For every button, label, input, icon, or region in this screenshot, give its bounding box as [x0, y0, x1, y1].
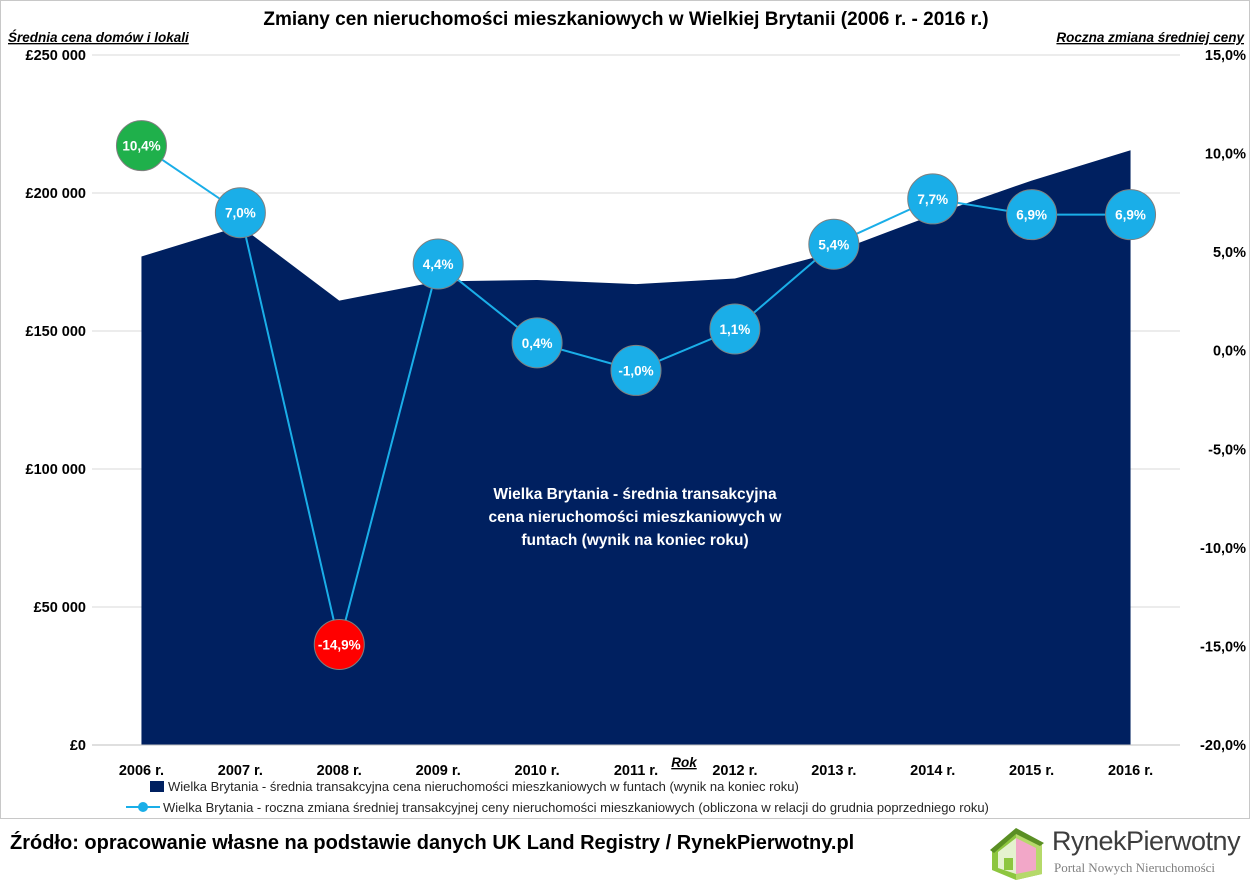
data-label: -1,0% — [618, 363, 653, 378]
data-label: -14,9% — [318, 637, 361, 652]
chart-title: Zmiany cen nieruchomości mieszkaniowych … — [263, 9, 988, 30]
x-tick-label: 2006 r. — [119, 763, 164, 779]
right-tick-label: -10,0% — [1200, 541, 1246, 557]
data-label: 10,4% — [122, 139, 160, 154]
chart-frame — [0, 0, 1250, 819]
area-annotation-line: cena nieruchomości mieszkaniowych w — [489, 509, 783, 526]
x-axis-title: Rok — [671, 755, 698, 770]
data-label: 6,9% — [1115, 208, 1146, 223]
logo: RynekPierwotny Portal Nowych Nieruchomoś… — [986, 824, 1248, 880]
x-tick-label: 2007 r. — [218, 763, 263, 779]
left-tick-label: £200 000 — [26, 186, 86, 202]
x-tick-label: 2011 r. — [614, 763, 658, 779]
line-point — [313, 618, 365, 670]
area-annotation-line: funtach (wynik na koniec roku) — [521, 532, 748, 549]
x-tick-label: 2016 r. — [1108, 763, 1153, 779]
line-point — [511, 317, 563, 369]
logo-name: RynekPierwotny — [1052, 826, 1241, 856]
right-tick-label: 0,0% — [1213, 344, 1246, 360]
left-tick-label: £100 000 — [26, 462, 86, 478]
line-point — [115, 120, 167, 172]
legend-swatch-area — [150, 781, 164, 792]
data-label: 1,1% — [720, 322, 751, 337]
x-tick-label: 2009 r. — [416, 763, 461, 779]
left-tick-label: £0 — [70, 738, 86, 754]
x-tick-label: 2014 r. — [910, 763, 955, 779]
area-annotation-line: Wielka Brytania - średnia transakcyjna — [493, 486, 777, 503]
data-label: 7,0% — [225, 206, 256, 221]
legend-label-line: Wielka Brytania - roczna zmiana średniej… — [163, 800, 989, 815]
x-tick-label: 2010 r. — [515, 763, 560, 779]
house-logo-icon — [990, 828, 1044, 880]
left-axis-title: Średnia cena domów i lokali — [8, 30, 189, 45]
line-point — [907, 173, 959, 225]
x-tick-label: 2008 r. — [317, 763, 362, 779]
line-point — [214, 187, 266, 239]
data-label: 0,4% — [522, 336, 553, 351]
chart: Zmiany cen nieruchomości mieszkaniowych … — [8, 9, 1246, 815]
source-note: Źródło: opracowanie własne na podstawie … — [10, 832, 855, 854]
data-label: 4,4% — [423, 257, 454, 272]
line-point — [1006, 189, 1058, 241]
left-tick-label: £50 000 — [34, 600, 86, 616]
right-tick-label: -5,0% — [1208, 442, 1246, 458]
logo-tagline: Portal Nowych Nieruchomości — [1054, 860, 1216, 875]
line-point — [1105, 189, 1157, 241]
line-point — [709, 303, 761, 355]
x-tick-label: 2015 r. — [1009, 763, 1054, 779]
left-tick-label: £250 000 — [26, 48, 86, 64]
right-tick-label: 15,0% — [1205, 48, 1246, 64]
data-label: 5,4% — [818, 237, 849, 252]
left-tick-label: £150 000 — [26, 324, 86, 340]
x-tick-label: 2013 r. — [811, 763, 856, 779]
line-point — [610, 344, 662, 396]
right-tick-label: -15,0% — [1200, 639, 1246, 655]
data-label: 7,7% — [917, 192, 948, 207]
legend-label-area: Wielka Brytania - średnia transakcyjna c… — [168, 779, 799, 794]
right-tick-label: 10,0% — [1205, 147, 1246, 163]
legend-swatch-marker — [138, 802, 148, 812]
right-tick-label: 5,0% — [1213, 245, 1246, 261]
line-point — [412, 238, 464, 290]
line-point — [808, 218, 860, 270]
area-series-price — [141, 150, 1131, 746]
x-tick-label: 2012 r. — [712, 763, 757, 779]
right-axis-title: Roczna zmiana średniej ceny — [1056, 30, 1245, 45]
data-label: 6,9% — [1016, 208, 1047, 223]
right-tick-label: -20,0% — [1200, 738, 1246, 754]
